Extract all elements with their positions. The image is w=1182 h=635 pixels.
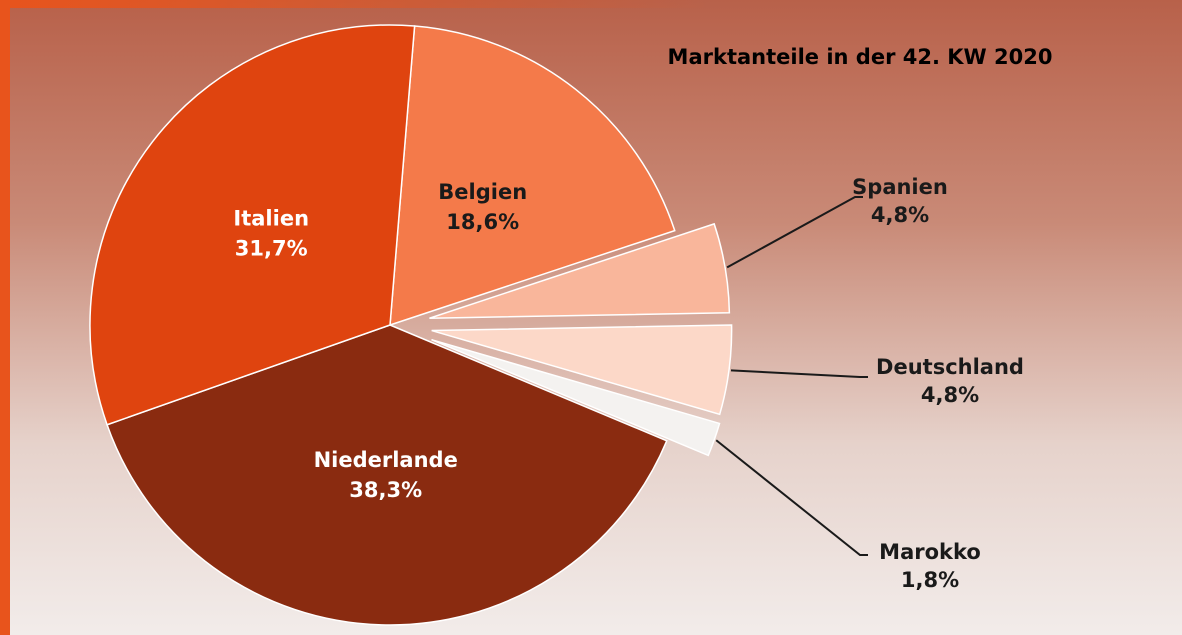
slice-label: Italien xyxy=(233,206,309,230)
slice-label: Niederlande xyxy=(314,448,458,472)
leader-line xyxy=(715,439,868,556)
pie-slice xyxy=(431,338,721,457)
slice-value: 1,8% xyxy=(901,568,959,592)
slice-value: 4,8% xyxy=(921,383,979,407)
slice-value: 38,3% xyxy=(349,478,422,502)
pie-slice xyxy=(389,25,676,327)
leader-line xyxy=(726,196,863,269)
pie-slice xyxy=(429,222,731,320)
side-bar xyxy=(0,0,10,635)
slice-label: Marokko xyxy=(879,540,981,564)
leader-line xyxy=(730,369,868,378)
slice-value: 18,6% xyxy=(446,210,519,234)
top-bar xyxy=(0,0,1182,8)
pie-slice xyxy=(106,324,668,626)
slice-label: Deutschland xyxy=(876,355,1024,379)
pie-slice xyxy=(89,24,416,426)
slice-label: Belgien xyxy=(438,180,527,204)
pie-slice xyxy=(431,324,733,416)
chart-title: Marktanteile in der 42. KW 2020 xyxy=(668,45,1053,69)
slice-label: Spanien xyxy=(852,175,948,199)
slice-value: 4,8% xyxy=(871,203,929,227)
slice-value: 31,7% xyxy=(235,236,308,260)
